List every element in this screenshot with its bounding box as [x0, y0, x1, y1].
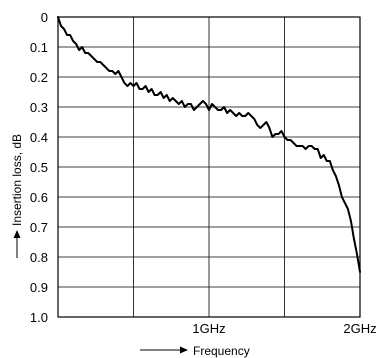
y-tick-label: 0.5	[30, 160, 48, 175]
series-line	[57, 16, 361, 273]
x-tick-label: 2GHz	[343, 321, 376, 336]
x-axis-title-group: Frequency	[140, 344, 250, 358]
x-tick-label: 1GHz	[192, 321, 225, 336]
y-axis-title-group: Insertion loss, dB	[10, 134, 24, 258]
x-axis-arrow-head	[180, 346, 188, 354]
y-tick-label: 0.3	[30, 100, 48, 115]
x-axis-title: Frequency	[193, 344, 250, 358]
y-tick-label: 0	[41, 10, 48, 25]
series-layer	[57, 16, 361, 273]
x-tick-labels: 1GHz 2GHz	[192, 321, 376, 336]
y-axis-title: Insertion loss, dB	[10, 134, 24, 226]
y-tick-label: 0.6	[30, 190, 48, 205]
y-tick-label: 0.1	[30, 40, 48, 55]
y-tick-label: 0.7	[30, 220, 48, 235]
y-axis-arrow-head	[13, 230, 21, 238]
y-tick-label: 0.2	[30, 70, 48, 85]
y-tick-label: 0.8	[30, 250, 48, 265]
plot-frame	[57, 16, 361, 318]
y-tick-labels: 0 0.1 0.2 0.3 0.4 0.5 0.6 0.7 0.8 0.9 1.0	[30, 10, 48, 325]
y-tick-label: 0.9	[30, 280, 48, 295]
y-tick-label: 0.4	[30, 130, 48, 145]
y-tick-label: 1.0	[30, 310, 48, 325]
grid	[58, 17, 360, 317]
